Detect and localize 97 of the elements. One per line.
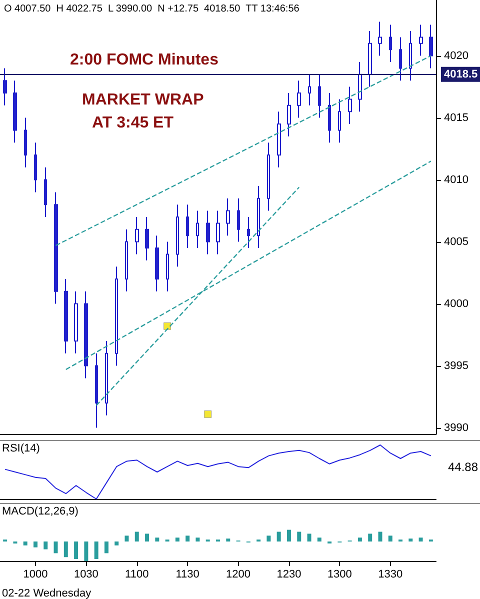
candlestick xyxy=(338,98,341,144)
bar xyxy=(145,534,150,542)
y-tick-label: 4010 xyxy=(444,174,468,186)
candlestick xyxy=(216,210,220,255)
bar xyxy=(368,534,372,542)
candlestick xyxy=(105,340,108,416)
candlestick xyxy=(145,216,149,261)
candlestick xyxy=(247,216,250,248)
y-tick-label: 4000 xyxy=(444,298,468,310)
bar xyxy=(124,536,129,542)
candlestick xyxy=(368,30,372,88)
candlestick xyxy=(399,36,402,82)
bar xyxy=(23,542,28,546)
chart-title: MACD(12,26,9) xyxy=(2,506,78,518)
candlestick xyxy=(166,241,169,292)
x-tick-label: 1030 xyxy=(74,568,98,580)
bar xyxy=(134,532,139,542)
bar xyxy=(94,542,98,560)
candlestick xyxy=(95,352,98,428)
text: 44.88 xyxy=(448,460,478,474)
bar xyxy=(155,538,160,542)
y-tick-label: 4015 xyxy=(444,112,468,124)
bar xyxy=(33,542,38,548)
bar xyxy=(388,536,392,542)
candlestick xyxy=(237,198,240,242)
x-tick-label: 1230 xyxy=(276,568,302,580)
bar xyxy=(54,542,58,554)
candlestick xyxy=(115,266,118,366)
bar xyxy=(175,538,180,542)
bar xyxy=(408,538,413,542)
bar xyxy=(358,538,362,542)
y-tick-label: 4005 xyxy=(444,236,468,248)
text: 02-22 Wednesday xyxy=(2,588,92,599)
bar xyxy=(418,538,423,542)
bar xyxy=(307,534,312,542)
chart-title: RSI(14) xyxy=(2,442,40,454)
bar xyxy=(276,532,281,542)
bar xyxy=(84,542,88,561)
annotation: AT 3:45 ET xyxy=(92,114,174,132)
candlestick xyxy=(389,24,392,62)
bar xyxy=(286,530,291,542)
y-tick-label: 4020 xyxy=(444,50,468,62)
candlestick xyxy=(135,216,139,255)
candlestick xyxy=(155,235,159,292)
bar xyxy=(226,538,230,542)
candlestick xyxy=(74,290,78,354)
x-tick-label: 1000 xyxy=(23,568,48,580)
annotation: MARKET WRAP xyxy=(82,92,204,108)
candlestick xyxy=(125,228,128,292)
x-tick-label: 1130 xyxy=(176,568,200,580)
candlestick xyxy=(429,24,433,69)
annotation: 2:00 FOMC Minutes xyxy=(70,52,219,68)
candlestick xyxy=(409,30,412,82)
candlestick xyxy=(378,21,382,56)
candlestick xyxy=(186,204,189,248)
bar xyxy=(104,542,108,554)
bar xyxy=(186,536,190,542)
candlestick xyxy=(226,198,230,236)
bar xyxy=(44,542,48,550)
candlestick xyxy=(34,142,37,193)
bar xyxy=(297,532,302,542)
x-tick-label: 1300 xyxy=(327,568,352,580)
candlestick xyxy=(328,92,331,144)
candlestick xyxy=(308,74,311,106)
candlestick xyxy=(297,80,301,118)
bar xyxy=(114,542,119,546)
candlestick xyxy=(64,278,68,354)
candlestick xyxy=(13,80,17,144)
candlestick xyxy=(348,86,352,124)
y-tick-label: 3995 xyxy=(444,360,468,372)
candlestick xyxy=(419,24,423,56)
candlestick xyxy=(3,68,7,106)
candlestick xyxy=(206,210,210,255)
candlestick xyxy=(24,117,27,168)
bar xyxy=(378,532,382,542)
x-tick-label: 1200 xyxy=(226,568,251,580)
bar xyxy=(266,536,271,542)
candlestick xyxy=(54,192,58,304)
candlestick xyxy=(287,92,291,137)
bar xyxy=(64,542,68,558)
y-tick-label: 3990 xyxy=(444,422,468,434)
candlestick xyxy=(176,204,179,268)
annotation: O 4007.50 H 4022.75 L 3990.00 N +12.75 4018.50 TT 13:46:56 xyxy=(4,4,300,14)
candlestick xyxy=(44,166,47,218)
candlestick xyxy=(277,111,281,168)
ref-line-label: 4018.5 xyxy=(444,68,478,80)
candlestick xyxy=(318,74,321,118)
candlestick xyxy=(257,186,260,248)
x-tick-label: 1330 xyxy=(378,568,403,580)
bar xyxy=(74,542,78,560)
candlestick xyxy=(358,62,362,112)
bar xyxy=(317,538,322,542)
bar xyxy=(196,538,200,542)
candlestick xyxy=(267,142,270,212)
candlestick xyxy=(196,210,199,248)
candlestick xyxy=(84,290,88,379)
x-tick-label: 1100 xyxy=(125,568,149,580)
